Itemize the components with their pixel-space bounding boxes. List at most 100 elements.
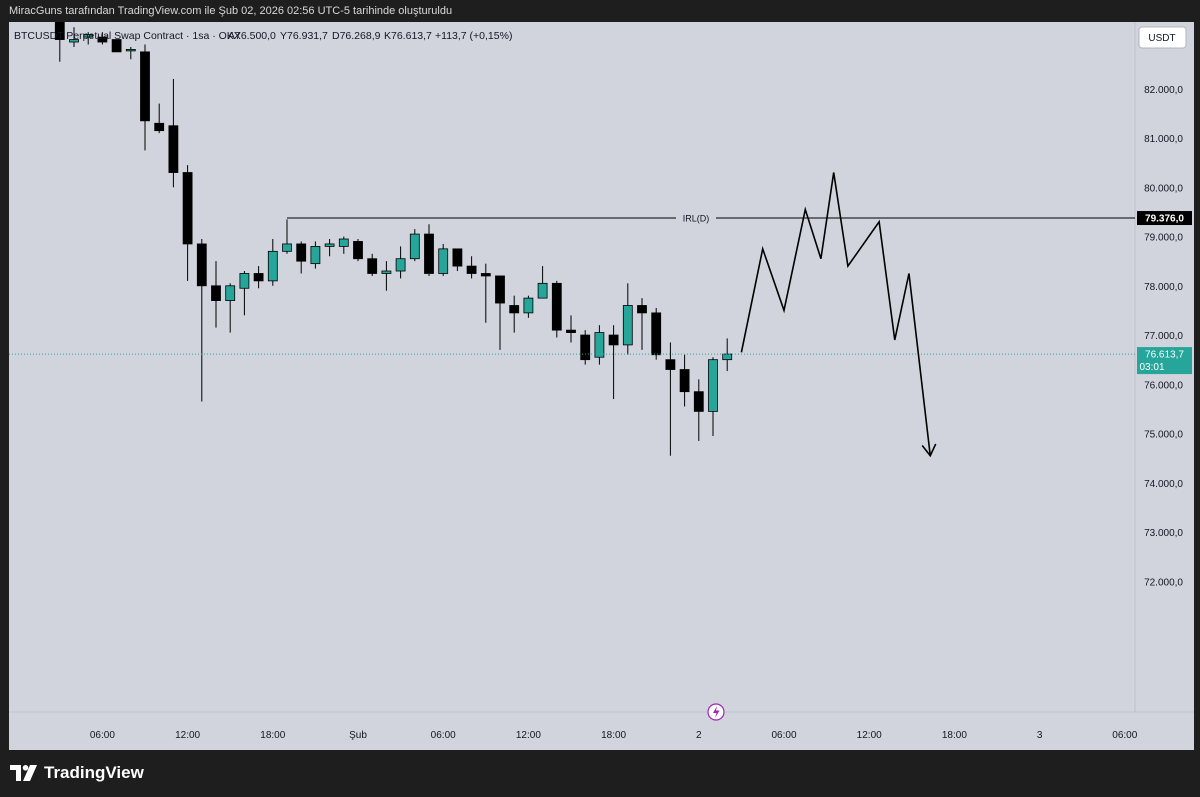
candle — [296, 241, 307, 274]
candle-body — [97, 36, 108, 43]
candle — [693, 379, 704, 441]
chart-panel[interactable]: 72.000,0 73.000,0 74.000,0 75.000,0 76.000,0… — [9, 22, 1194, 750]
irl-label-bg — [676, 212, 716, 225]
tradingview-logo[interactable]: TradingView — [10, 763, 144, 783]
candle — [708, 357, 718, 437]
candle — [580, 330, 591, 365]
candle-body — [452, 248, 463, 267]
candle-body — [282, 243, 292, 252]
candle-body — [651, 312, 662, 356]
candle — [452, 248, 463, 272]
candle — [239, 271, 250, 316]
y-tick-label: 79.000,0 — [1144, 233, 1183, 244]
legend-open: A76.500,0 — [228, 30, 276, 42]
candle-body — [708, 359, 718, 412]
candle-body — [679, 369, 690, 393]
candle-body — [693, 391, 704, 412]
candle — [367, 253, 378, 276]
candle — [324, 239, 335, 257]
projection-arrowhead-icon — [921, 443, 937, 458]
candle — [566, 315, 576, 343]
projection-path[interactable] — [740, 172, 932, 456]
candle — [608, 325, 619, 400]
candle — [395, 246, 406, 279]
candle — [679, 354, 690, 407]
x-tick-label: 18:00 — [942, 730, 967, 741]
candle — [211, 261, 221, 328]
candle-body — [338, 238, 349, 247]
y-tick-label: 75.000,0 — [1144, 430, 1183, 441]
y-tick-label: 76.000,0 — [1144, 380, 1183, 391]
candle-body — [466, 265, 477, 274]
candle — [651, 307, 662, 360]
x-tick-label: 12:00 — [175, 730, 200, 741]
candle — [622, 283, 633, 355]
legend-symbol[interactable]: BTCUSDT Perpetual Swap Contract · 1sa · … — [14, 30, 241, 42]
candle-body — [438, 248, 449, 274]
candle-body — [424, 233, 434, 274]
candle-body — [594, 332, 605, 358]
x-tick-label: Şub — [349, 730, 367, 741]
candle — [338, 236, 349, 254]
tradingview-logo-icon — [10, 765, 37, 781]
candle — [182, 165, 193, 281]
candle-body — [267, 250, 278, 282]
candle-body — [665, 359, 676, 370]
candle — [282, 219, 292, 254]
candle-body — [622, 305, 633, 346]
candle-body — [125, 48, 136, 52]
candle-body — [296, 243, 307, 262]
candle-body — [83, 34, 94, 38]
y-tick-label: 78.000,0 — [1144, 282, 1183, 293]
candle-body — [225, 285, 236, 301]
x-tick-label: 06:00 — [90, 730, 115, 741]
candle — [168, 78, 179, 188]
irl-price-tag — [1137, 211, 1192, 226]
legend-high: Y76.931,7 — [280, 30, 328, 42]
candle — [637, 298, 647, 350]
candle — [54, 22, 65, 62]
y-tick-label: 77.000,0 — [1144, 331, 1183, 342]
candle — [69, 27, 79, 47]
candle — [509, 295, 520, 333]
candle-body — [566, 329, 576, 333]
price-chart[interactable]: 72.000,0 73.000,0 74.000,0 75.000,0 76.000,0… — [9, 22, 1194, 750]
candle-body — [580, 334, 591, 361]
candle-body — [722, 353, 733, 361]
candle — [438, 243, 449, 276]
candle-body — [324, 243, 335, 247]
candle-body — [608, 334, 619, 346]
y-tick-label: 82.000,0 — [1144, 85, 1183, 96]
x-tick-label: 3 — [1037, 730, 1043, 741]
irl-label: IRL(D) — [683, 214, 710, 224]
candle-body — [111, 39, 122, 53]
candle-body — [381, 270, 392, 274]
candle-body — [310, 245, 321, 265]
current-price-label: 76.613,7 — [1145, 350, 1184, 361]
current-price-tag — [1137, 347, 1192, 375]
candle — [594, 325, 605, 365]
candle — [196, 239, 207, 402]
candle-body — [69, 39, 79, 43]
candle-body — [395, 258, 406, 272]
currency-button[interactable]: USDT — [1138, 26, 1187, 49]
irl-price-label: 79.376,0 — [1145, 214, 1184, 225]
candle-body — [409, 233, 420, 260]
candle-body — [154, 122, 165, 132]
candle-body — [480, 273, 491, 277]
candle — [381, 261, 392, 291]
candle — [537, 266, 548, 299]
legend-change: +113,7 (+0,15%) — [435, 30, 512, 42]
candle-body — [509, 305, 520, 314]
candle — [225, 283, 236, 333]
candle-body — [537, 282, 548, 299]
candle — [154, 103, 165, 134]
candle — [267, 239, 278, 286]
candle-body — [182, 172, 193, 245]
candle — [140, 44, 150, 151]
candle-body — [495, 275, 505, 304]
y-tick-label: 74.000,0 — [1144, 479, 1183, 490]
candle — [83, 32, 94, 45]
candle — [480, 263, 491, 323]
lightning-icon[interactable] — [707, 703, 725, 721]
